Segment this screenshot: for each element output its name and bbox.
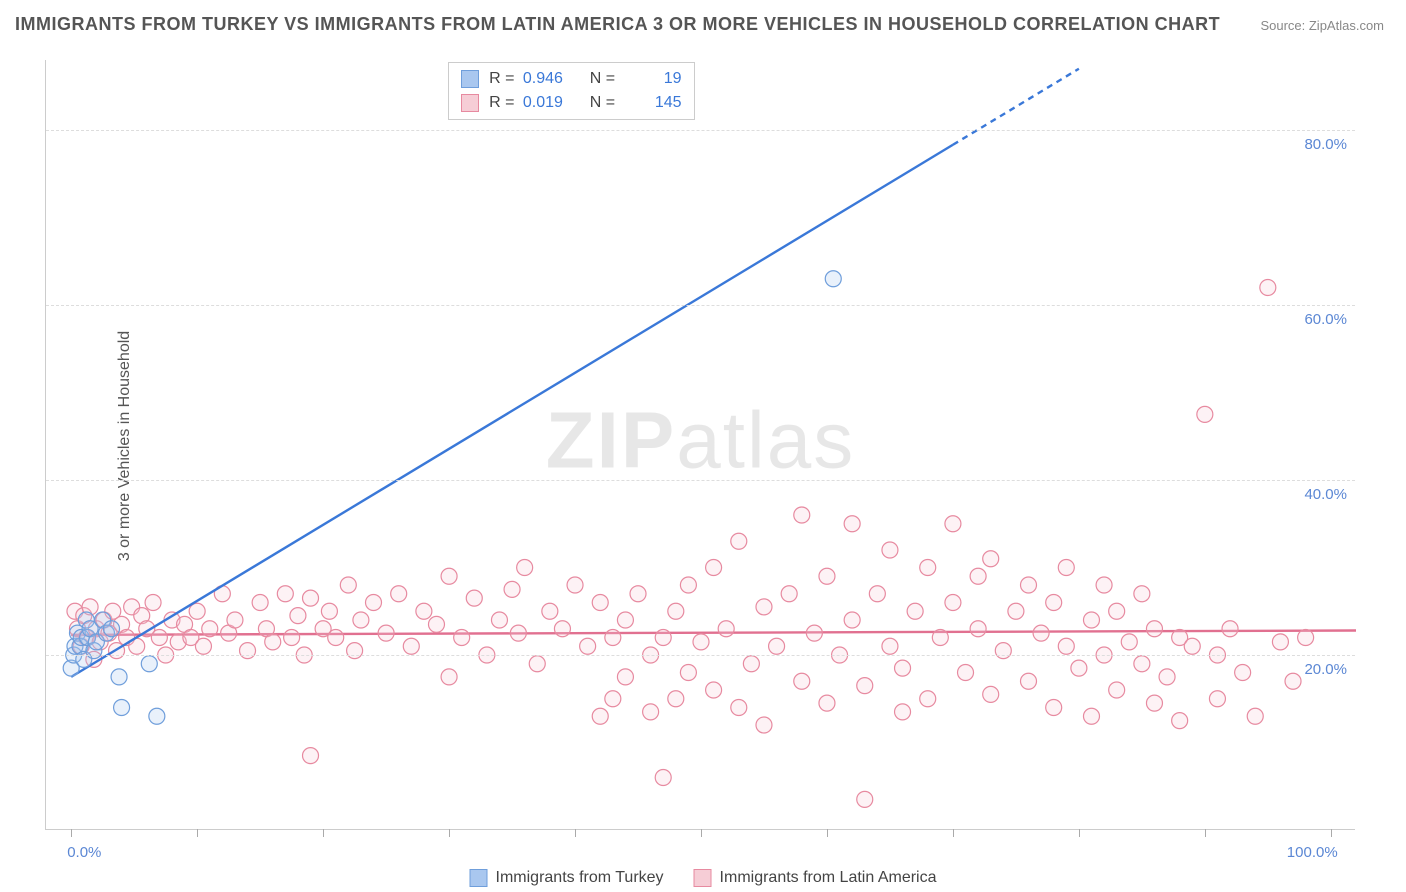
legend-item: Immigrants from Latin America: [694, 869, 937, 887]
x-tick: [827, 829, 828, 837]
x-tick: [953, 829, 954, 837]
y-tick-label: 80.0%: [1304, 136, 1347, 153]
x-tick: [575, 829, 576, 837]
x-tick: [323, 829, 324, 837]
chart-svg: [46, 60, 1356, 830]
x-tick: [1205, 829, 1206, 837]
r-value: 0.019: [523, 91, 581, 115]
source-label: Source: ZipAtlas.com: [1260, 18, 1384, 33]
legend-swatch: [461, 70, 479, 88]
n-label: N =: [581, 91, 620, 115]
legend-swatch: [461, 94, 479, 112]
legend-label: Immigrants from Latin America: [720, 869, 937, 887]
gridline: [46, 305, 1355, 306]
y-tick-label: 60.0%: [1304, 311, 1347, 328]
y-tick-label: 40.0%: [1304, 486, 1347, 503]
stats-legend: R = 0.946 N = 19R = 0.019 N = 145: [448, 62, 694, 120]
n-value: 19: [624, 67, 682, 91]
stats-legend-row: R = 0.946 N = 19: [461, 67, 681, 91]
x-tick-label: 100.0%: [1287, 844, 1338, 861]
x-tick: [71, 829, 72, 837]
legend-swatch: [470, 869, 488, 887]
chart-title: IMMIGRANTS FROM TURKEY VS IMMIGRANTS FRO…: [15, 14, 1220, 35]
x-tick-label: 0.0%: [67, 844, 101, 861]
r-label: R =: [489, 67, 519, 91]
gridline: [46, 480, 1355, 481]
series-legend: Immigrants from Turkey Immigrants from La…: [470, 869, 937, 887]
x-tick: [197, 829, 198, 837]
r-value: 0.946: [523, 67, 581, 91]
y-tick-label: 20.0%: [1304, 661, 1347, 678]
stats-legend-row: R = 0.019 N = 145: [461, 91, 681, 115]
chart-plot-area: ZIPatlas 20.0%40.0%60.0%80.0%0.0%100.0%: [45, 60, 1355, 830]
x-tick: [1331, 829, 1332, 837]
r-label: R =: [489, 91, 519, 115]
x-tick: [701, 829, 702, 837]
legend-item: Immigrants from Turkey: [470, 869, 664, 887]
x-tick: [449, 829, 450, 837]
legend-label: Immigrants from Turkey: [496, 869, 664, 887]
gridline: [46, 130, 1355, 131]
x-tick: [1079, 829, 1080, 837]
n-label: N =: [581, 67, 620, 91]
legend-swatch: [694, 869, 712, 887]
n-value: 145: [624, 91, 682, 115]
gridline: [46, 655, 1355, 656]
